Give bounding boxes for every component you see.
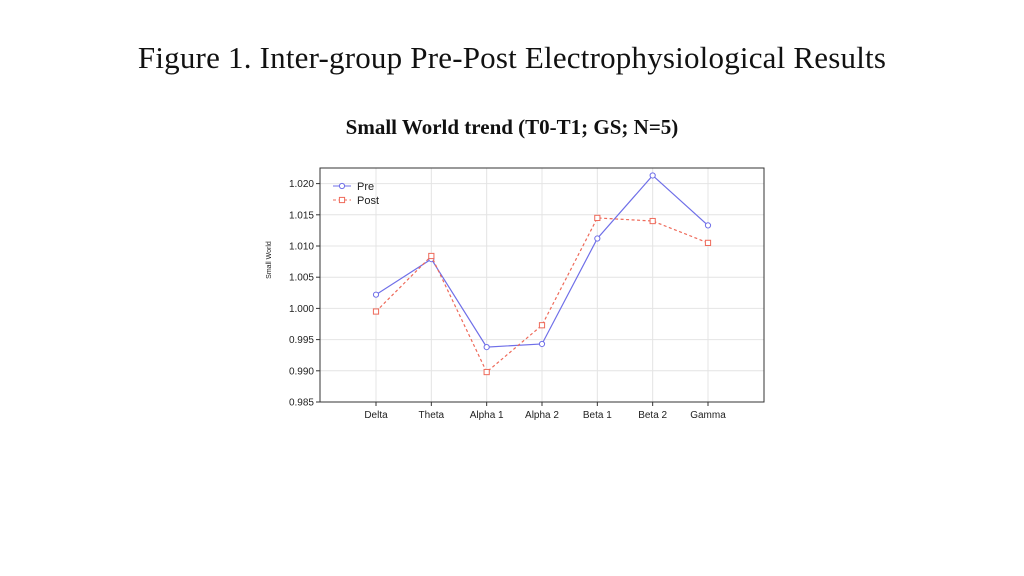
data-point-pre	[372, 291, 380, 298]
data-point-post	[538, 322, 546, 329]
data-point-pre	[649, 172, 656, 179]
y-tick-label: 1.020	[289, 179, 314, 190]
x-tick-label: Theta	[419, 410, 445, 421]
y-tick-label: 0.995	[289, 335, 314, 346]
legend-marker-pre	[338, 182, 346, 190]
y-tick-label: 1.000	[289, 304, 314, 315]
x-tick-label: Gamma	[690, 410, 726, 421]
y-tick-label: 1.010	[289, 242, 314, 253]
data-point-pre	[704, 222, 712, 229]
y-axis: 0.985 0.990 0.995 1.000 1.005 1.010 1.015 1.020	[289, 179, 320, 409]
y-tick-label: 0.985	[289, 398, 314, 409]
y-tick-label: 1.015	[289, 210, 314, 221]
data-point-post	[594, 214, 601, 222]
x-axis: Delta Theta Alpha 1 Alpha 2 Beta 1 Beta 2 Gamm…	[364, 402, 726, 421]
legend-label-pre: Pre	[357, 181, 374, 193]
legend-marker-post	[338, 196, 346, 204]
legend: Pre Post	[333, 181, 379, 207]
x-tick-label: Delta	[364, 410, 388, 421]
data-point-post	[704, 239, 712, 246]
data-point-post	[372, 308, 380, 315]
data-point-post	[649, 217, 656, 225]
data-point-pre	[483, 343, 490, 351]
x-tick-label: Beta 2	[638, 410, 667, 421]
y-tick-label: 1.005	[289, 273, 314, 284]
figure-title: Figure 1. Inter-group Pre-Post Electroph…	[137, 40, 887, 75]
series	[372, 172, 712, 376]
chart-title: Small World trend (T0-T1; GS; N=5)	[345, 115, 679, 139]
y-axis-label: Small World	[266, 241, 273, 279]
y-tick-label: 0.990	[289, 366, 314, 377]
x-tick-label: Alpha 1	[470, 410, 504, 421]
data-point-post	[483, 368, 490, 376]
data-point-pre	[594, 235, 601, 242]
data-point-post	[428, 252, 435, 260]
x-tick-label: Beta 1	[583, 410, 612, 421]
x-tick-label: Alpha 2	[525, 410, 559, 421]
data-point-pre	[538, 340, 546, 348]
grid	[320, 168, 764, 403]
legend-label-post: Post	[357, 195, 379, 207]
